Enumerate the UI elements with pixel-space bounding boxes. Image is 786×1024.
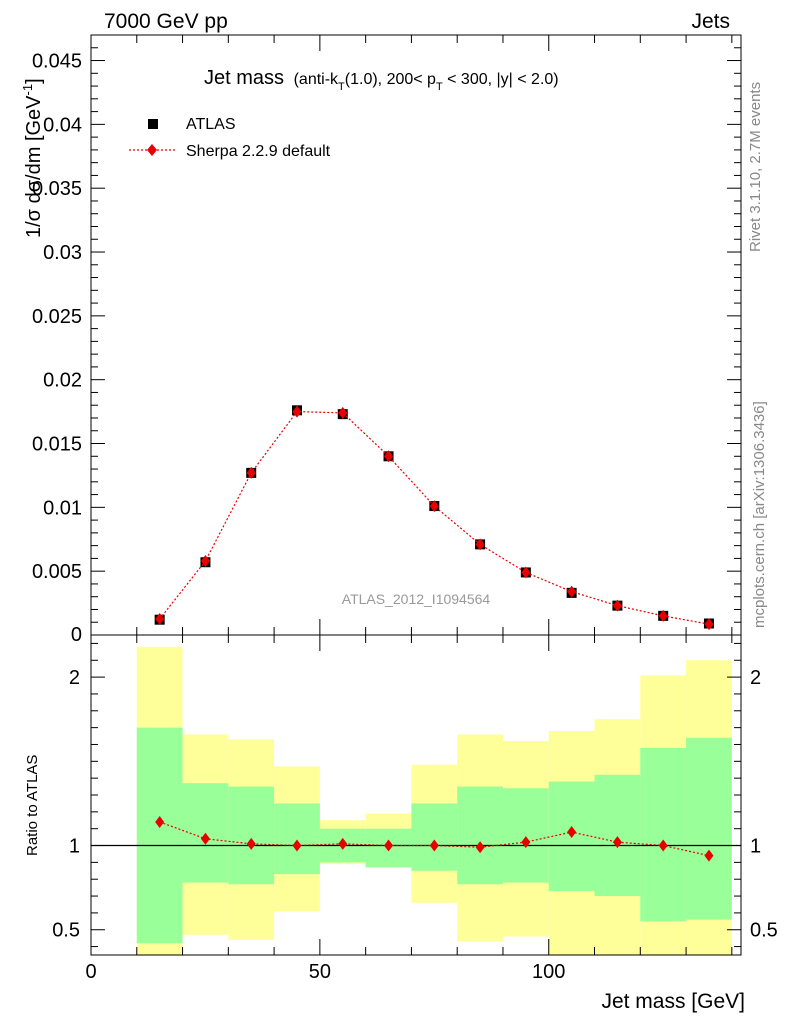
ratio-ytick-label: 2 [69, 667, 80, 689]
sherpa-data-point [384, 450, 394, 463]
ratio-inner-band [457, 786, 503, 885]
ratio-ytick-label: 0.5 [52, 920, 80, 942]
sherpa-data-point [200, 554, 210, 567]
ratio-data-point [155, 815, 165, 828]
sherpa-data-point [292, 405, 302, 418]
ratio-y-axis-label: Ratio to ATLAS [24, 755, 41, 856]
main-ytick-label: 0.04 [43, 114, 82, 136]
legend-sherpa-marker [147, 144, 157, 156]
xtick-label: 100 [532, 961, 565, 983]
sherpa-data-point [475, 538, 485, 551]
main-ytick-label: 0.02 [43, 370, 82, 392]
main-ytick-label: 0.045 [32, 51, 82, 73]
ratio-data-point [658, 839, 668, 852]
sherpa-data-point [658, 609, 668, 622]
ratio-data-point [292, 839, 302, 852]
ratio-data-point [384, 839, 394, 852]
ratio-ytick-label-right: 1 [750, 836, 761, 858]
sherpa-data-point [338, 406, 348, 419]
ratio-inner-band [502, 788, 549, 883]
legend: ATLAS Sherpa 2.2.9 default [129, 116, 331, 160]
main-ytick-label: 0.025 [32, 306, 82, 328]
legend-sherpa-label: Sherpa 2.2.9 default [186, 143, 331, 160]
ratio-data-point [246, 837, 256, 850]
main-ytick-label: 0.035 [32, 178, 82, 200]
ratio-inner-band [686, 737, 732, 920]
mcplots-label: mcplots.cern.ch [arXiv:1306.3436] [751, 401, 768, 628]
x-axis-label: Jet mass [GeV] [601, 990, 745, 1013]
ratio-series [155, 815, 714, 862]
sherpa-data-point [155, 613, 165, 626]
main-ytick-label: 0.03 [43, 242, 82, 264]
ratio-data-point [704, 849, 714, 862]
ratio-data-point [200, 832, 210, 845]
ratio-data-point [567, 826, 577, 839]
ratio-data-point [429, 839, 439, 852]
main-series [154, 405, 714, 631]
ratio-ytick-label-right: 2 [750, 667, 761, 689]
main-ytick-label: 0.005 [32, 561, 82, 583]
ratio-bands [91, 646, 741, 955]
sherpa-data-point [612, 599, 622, 612]
sherpa-data-point [567, 585, 577, 598]
legend-atlas-label: ATLAS [186, 116, 236, 133]
header-right-label: Jets [691, 10, 730, 33]
rivet-label: Rivet 3.1.10, 2.7M events [747, 82, 764, 252]
xtick-label: 0 [85, 961, 96, 983]
sherpa-data-point [704, 618, 714, 631]
legend-atlas-marker [148, 119, 158, 129]
ratio-data-point [338, 837, 348, 850]
ratio-inner-band [228, 786, 275, 885]
main-title: Jet mass (anti-kT(1.0), 200< pT < 300, |… [204, 67, 559, 93]
ratio-data-point [475, 841, 485, 854]
xtick-label: 50 [309, 961, 331, 983]
main-ytick-zero-label: 0 [71, 624, 82, 646]
analysis-watermark: ATLAS_2012_I1094564 [342, 591, 491, 607]
header-left-label: 7000 GeV pp [104, 10, 228, 33]
ratio-ytick-label: 1 [69, 836, 80, 858]
ratio-inner-band [594, 774, 641, 897]
main-y-axis-label: 1/σ dσ/dm [GeV-1] [20, 78, 45, 238]
main-ytick-label: 0.01 [43, 497, 82, 519]
ratio-axis-ticks: 0.5 0.5 1 1 2 2 0 50 100 [52, 635, 778, 983]
sherpa-data-point [521, 566, 531, 579]
ratio-inner-band [640, 747, 687, 922]
main-ytick-label: 0.015 [32, 434, 82, 456]
sherpa-data-point [246, 466, 256, 479]
ratio-inner-band [136, 727, 183, 944]
ratio-inner-band [274, 803, 320, 875]
ratio-ytick-label-right: 0.5 [750, 920, 778, 942]
ratio-data-point [612, 836, 622, 849]
sherpa-data-point [429, 500, 439, 513]
ratio-data-point [521, 836, 531, 849]
ratio-inner-band [411, 803, 458, 871]
main-axis-ticks: 0.005 0.01 0.015 0.02 0.025 0.03 0.035 0.04 0.04… [32, 35, 741, 646]
